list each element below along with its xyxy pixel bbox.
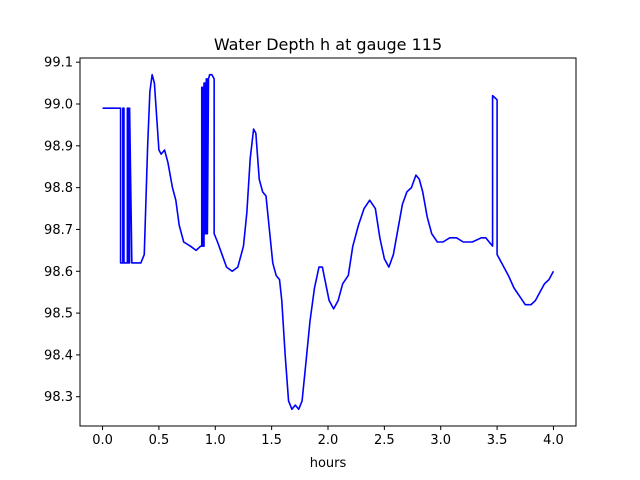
y-tick-label: 98.3 — [44, 390, 73, 405]
plot-area — [102, 73, 555, 411]
x-axis-label: hours — [310, 456, 347, 471]
y-tick-label: 99.0 — [44, 98, 73, 113]
series-line-0 — [102, 73, 555, 411]
y-tick-label: 99.1 — [44, 56, 73, 71]
x-tick-label: 1.5 — [261, 433, 282, 448]
x-tick-label: 2.0 — [318, 433, 339, 448]
y-tick-label: 98.8 — [44, 181, 73, 196]
x-tick-label: 3.5 — [487, 433, 508, 448]
y-tick-label: 98.9 — [44, 139, 73, 154]
x-tick-label: 2.5 — [374, 433, 395, 448]
y-axis-ticks: 98.3 98.4 98.5 98.6 98.7 98.8 98.9 99.0 99.1 — [44, 56, 80, 405]
y-tick-label: 98.5 — [44, 307, 73, 322]
chart-title: Water Depth h at gauge 115 — [214, 35, 442, 54]
y-tick-label: 98.6 — [44, 265, 73, 280]
x-tick-label: 4.0 — [543, 433, 564, 448]
x-tick-label: 0.0 — [92, 433, 113, 448]
y-tick-label: 98.4 — [44, 348, 73, 363]
axes-frame — [79, 57, 577, 427]
x-tick-label: 0.5 — [149, 433, 170, 448]
x-tick-label: 3.0 — [430, 433, 451, 448]
x-tick-label: 1.0 — [205, 433, 226, 448]
y-tick-label: 98.7 — [44, 223, 73, 238]
x-axis-ticks: 0.0 0.5 1.0 1.5 2.0 2.5 3.0 3.5 4.0 — [92, 426, 564, 448]
